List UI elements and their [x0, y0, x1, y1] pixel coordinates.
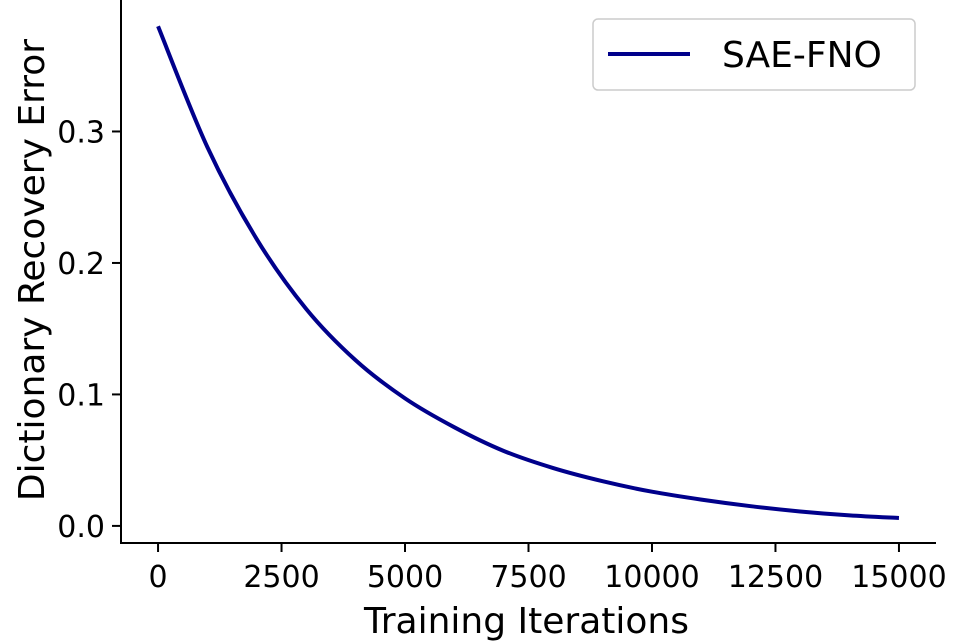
x-tick-label: 5000 [367, 560, 443, 595]
x-ticks: 0 2500 5000 7500 10000 12500 15000 [148, 543, 947, 595]
y-tick-label: 0.2 [57, 247, 105, 282]
y-tick-label: 0.3 [57, 115, 105, 150]
legend: SAE-FNO [592, 18, 916, 91]
legend-box [592, 18, 916, 91]
x-tick-label: 7500 [490, 560, 566, 595]
x-tick-label: 2500 [243, 560, 319, 595]
x-axis-label: Training Iterations [363, 601, 689, 641]
x-tick-label: 12500 [728, 560, 823, 595]
legend-label-sae-fno: SAE-FNO [722, 35, 882, 76]
x-tick-label: 10000 [604, 560, 699, 595]
x-tick-label: 0 [148, 560, 167, 595]
series-layer [156, 25, 900, 521]
y-tick-label: 0.0 [57, 510, 105, 545]
x-tick-label: 15000 [851, 560, 946, 595]
y-tick-label: 0.1 [57, 378, 105, 413]
y-ticks: 0.0 0.1 0.2 0.3 [57, 115, 121, 545]
y-axis-label: Dictionary Recovery Error [12, 39, 53, 501]
series-line-sae-fno [156, 25, 900, 521]
